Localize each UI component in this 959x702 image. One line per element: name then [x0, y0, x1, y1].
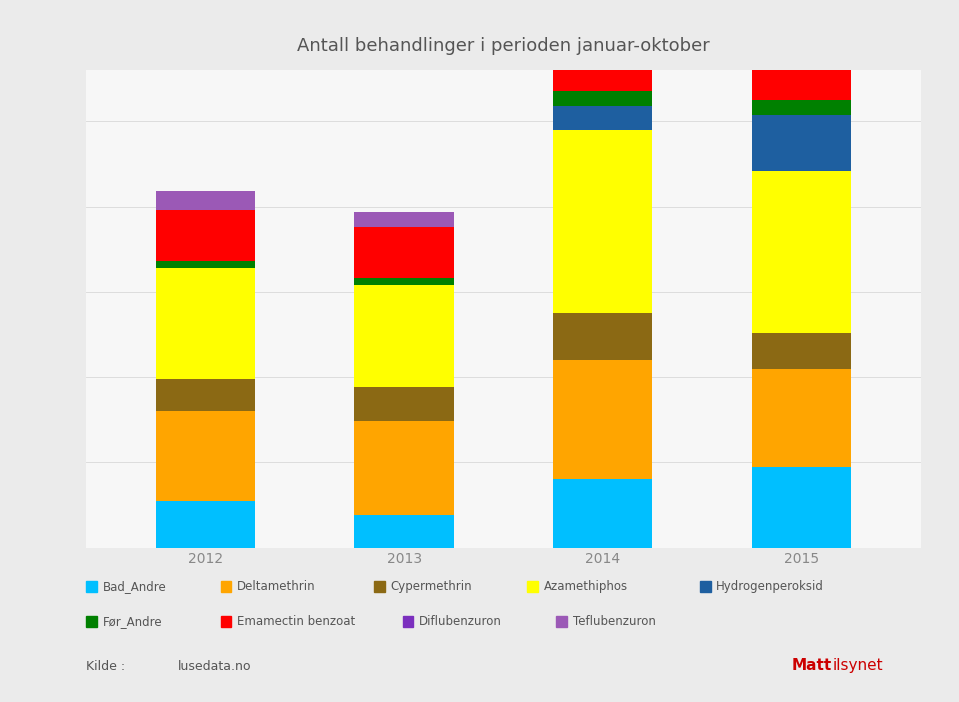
Text: Matt: Matt — [791, 658, 831, 673]
Bar — [553, 130, 652, 313]
Bar — [355, 515, 454, 548]
Bar — [553, 360, 652, 479]
Text: Hydrogenperoksid: Hydrogenperoksid — [716, 580, 824, 592]
Text: Diflubenzuron: Diflubenzuron — [419, 615, 502, 628]
Bar — [155, 191, 255, 210]
Bar — [553, 313, 652, 360]
Bar — [355, 212, 454, 227]
Bar — [752, 171, 852, 333]
Bar — [155, 268, 255, 379]
Text: Før_Andre: Før_Andre — [103, 615, 162, 628]
Bar — [752, 369, 852, 467]
Bar — [155, 210, 255, 261]
Text: Bad_Andre: Bad_Andre — [103, 580, 166, 592]
Bar — [553, 106, 652, 130]
Title: Antall behandlinger i perioden januar-oktober: Antall behandlinger i perioden januar-ok… — [297, 37, 710, 55]
Bar — [155, 501, 255, 548]
Bar — [752, 333, 852, 369]
Bar — [553, 0, 652, 1]
Bar — [553, 91, 652, 106]
Bar — [752, 6, 852, 100]
Bar — [155, 379, 255, 411]
Bar — [155, 261, 255, 268]
Bar — [355, 388, 454, 421]
Bar — [553, 479, 652, 548]
Text: Deltamethrin: Deltamethrin — [237, 580, 316, 592]
Bar — [553, 1, 652, 91]
Bar — [752, 100, 852, 115]
Text: Azamethiphos: Azamethiphos — [544, 580, 628, 592]
Bar — [355, 285, 454, 388]
Text: Kilde :: Kilde : — [86, 661, 126, 673]
Text: Emamectin benzoat: Emamectin benzoat — [237, 615, 355, 628]
Text: ilsynet: ilsynet — [832, 658, 883, 673]
Text: lusedata.no: lusedata.no — [177, 661, 251, 673]
Bar — [752, 0, 852, 6]
Bar — [355, 227, 454, 278]
Bar — [155, 411, 255, 501]
Text: Teflubenzuron: Teflubenzuron — [573, 615, 655, 628]
Bar — [752, 115, 852, 171]
Bar — [355, 278, 454, 285]
Bar — [355, 421, 454, 515]
Bar — [752, 467, 852, 548]
Text: Cypermethrin: Cypermethrin — [390, 580, 472, 592]
